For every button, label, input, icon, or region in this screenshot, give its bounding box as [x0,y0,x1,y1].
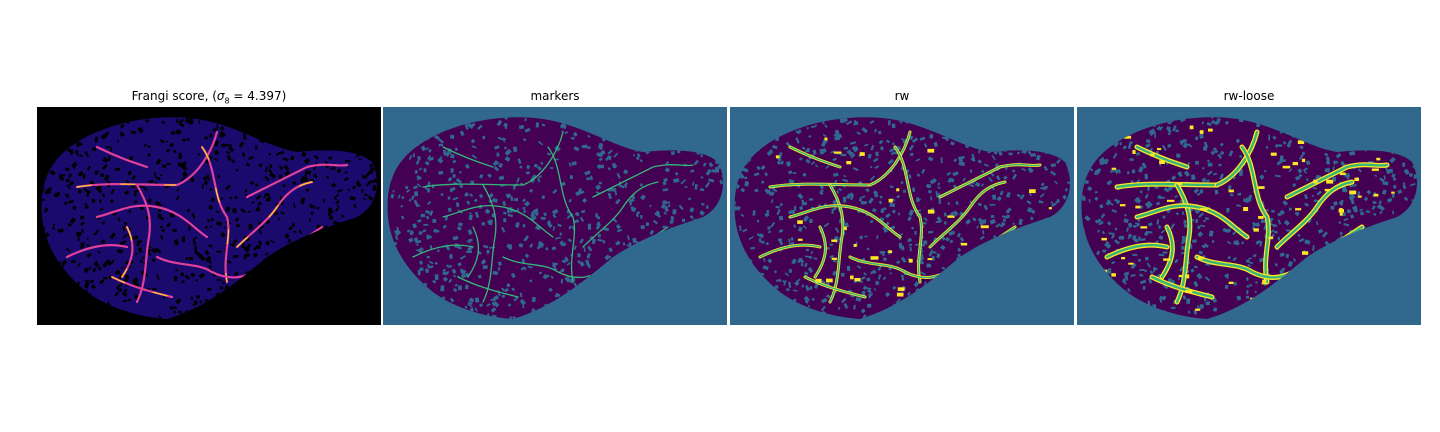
panel-title-rw: rw [894,89,910,103]
panel-rw-loose-image [1077,107,1421,325]
panel-rw-image [730,107,1074,325]
rw-loose-image [1077,107,1421,325]
vessel-network [1104,129,1390,305]
markers-image [383,107,727,325]
panel-title-markers: markers [530,89,580,103]
rw-image [730,107,1074,325]
panel-frangi-image [37,107,381,325]
tissue-region [387,117,723,319]
panel-title-frangi: Frangi score, (σ8 = 4.397) [131,89,287,106]
panel-markers-image [383,107,727,325]
vessel-network [65,130,349,304]
panel-title-rw-loose: rw-loose [1223,89,1275,103]
frangi-score-image [37,107,381,325]
